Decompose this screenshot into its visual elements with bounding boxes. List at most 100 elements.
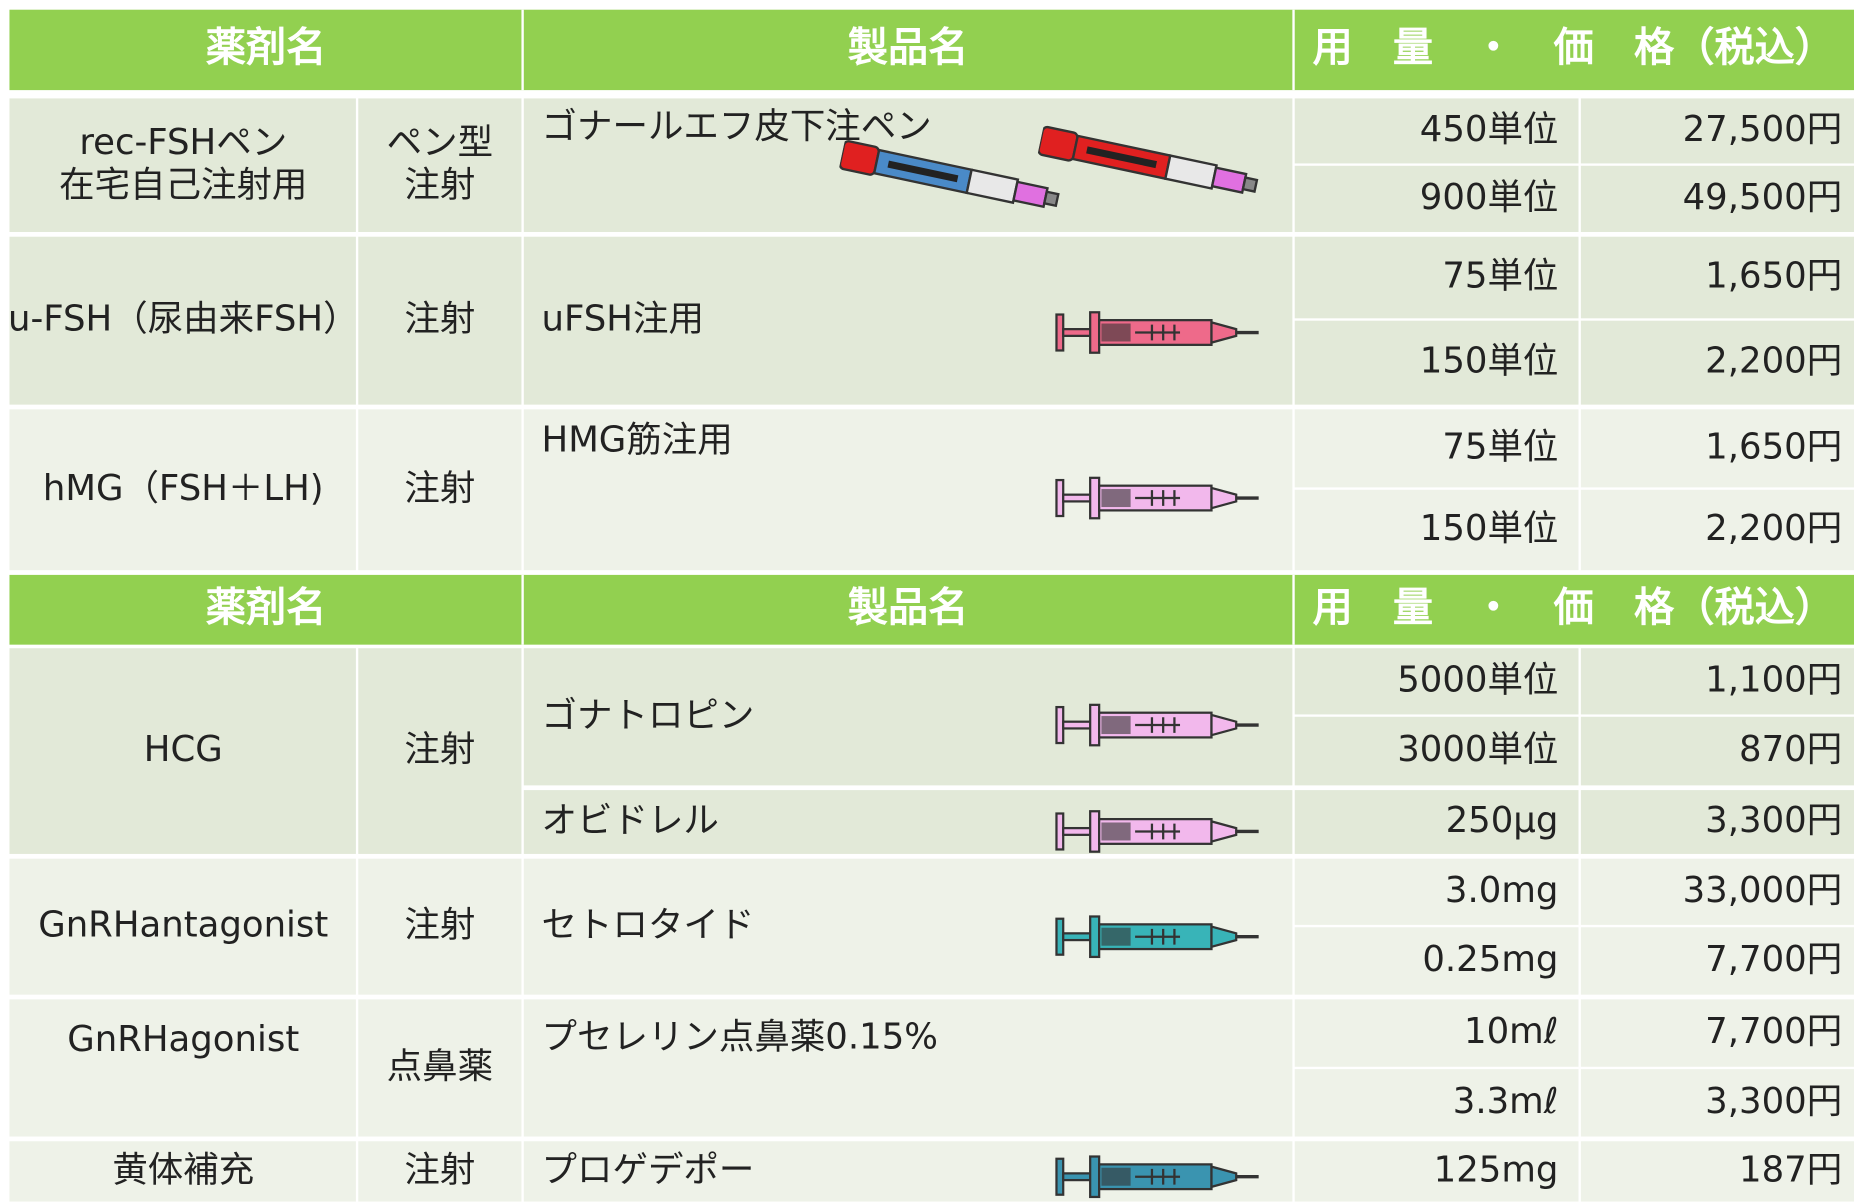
dose-cell	[1294, 409, 1579, 488]
drug-name: u-FSH（尿由来FSH）	[8, 299, 359, 340]
price-cell	[1580, 165, 1854, 233]
type-cell	[358, 98, 522, 233]
drug-cell	[9, 648, 356, 854]
drug-name: HCG	[144, 729, 223, 770]
header-cell: 製品名	[848, 25, 969, 71]
price-cell	[1580, 648, 1854, 715]
drug-name: hMG（FSH＋LH)	[43, 468, 324, 509]
dose: 5000単位	[1397, 659, 1558, 700]
type-cell	[358, 1141, 522, 1202]
drug-cell	[9, 1141, 356, 1202]
header-cell: 用 量 ・ 価 格（税込）	[1313, 585, 1835, 631]
dose-cell	[1294, 1141, 1579, 1202]
drug-name: rec-FSHペン	[79, 122, 287, 163]
dose-cell	[1294, 648, 1579, 715]
price: 1,650円	[1705, 256, 1842, 297]
drug-cell	[9, 409, 356, 571]
product-name: ゴナールエフ皮下注ペン	[542, 106, 932, 147]
price: 27,500円	[1683, 109, 1843, 150]
dose: 75単位	[1442, 256, 1558, 297]
drug-name: GnRHagonist	[67, 1019, 299, 1060]
dose-cell	[1294, 98, 1579, 164]
dose-cell	[1294, 489, 1579, 571]
price-cell	[1580, 236, 1854, 319]
price: 1,100円	[1705, 659, 1842, 700]
dose-cell	[1294, 1069, 1579, 1137]
product-name: HMG筋注用	[542, 419, 733, 460]
dose: 75単位	[1442, 426, 1558, 467]
header-bg	[9, 9, 1854, 91]
price-cell	[1580, 320, 1854, 405]
price: 2,200円	[1705, 508, 1842, 549]
drug-type: 注射	[404, 905, 475, 946]
price: 2,200円	[1705, 341, 1842, 382]
dose-cell	[1294, 320, 1579, 405]
dose-cell	[1294, 999, 1579, 1067]
dose: 3.0mg	[1445, 870, 1558, 911]
drug-cell	[9, 236, 356, 405]
price: 49,500円	[1683, 177, 1843, 218]
drug-name: GnRHantagonist	[38, 905, 328, 946]
product-name: プセレリン点鼻薬0.15%	[542, 1016, 938, 1057]
type-cell	[358, 858, 522, 995]
drug-cell	[9, 98, 356, 233]
price: 1,650円	[1705, 426, 1842, 467]
price-cell	[1580, 790, 1854, 854]
price: 3,300円	[1705, 1081, 1842, 1122]
price-cell	[1580, 98, 1854, 164]
dose: 150単位	[1420, 508, 1559, 549]
product-name: uFSH注用	[542, 299, 704, 340]
table-cells: 薬剤名 製品名用 量 ・ 価 格（税込）450単位 27,500円900単位 49,5…	[8, 9, 1854, 1202]
dose-cell	[1294, 927, 1579, 995]
drug-type: 注射	[404, 299, 475, 340]
drug-type: 点鼻薬	[387, 1046, 493, 1087]
price-cell	[1580, 1069, 1854, 1137]
dose: 10mℓ	[1464, 1011, 1558, 1052]
dose: 3.3mℓ	[1453, 1081, 1559, 1122]
drug-cell	[9, 999, 356, 1137]
dose-cell	[1294, 858, 1579, 925]
drug-type: 注射	[404, 729, 475, 770]
drug-type: 注射	[404, 1149, 475, 1190]
type-cell	[358, 999, 522, 1137]
price-cell	[1580, 489, 1854, 571]
drug-name: 在宅自己注射用	[59, 164, 307, 205]
drug-type: 注射	[404, 164, 475, 205]
dose-cell	[1294, 716, 1579, 786]
dose: 450単位	[1420, 109, 1559, 150]
price-cell	[1580, 716, 1854, 786]
price: 3,300円	[1705, 800, 1842, 841]
dose-cell	[1294, 790, 1579, 854]
dose: 250μg	[1446, 800, 1559, 841]
type-cell	[358, 409, 522, 571]
product-cell	[523, 999, 1293, 1137]
drug-cell	[9, 858, 356, 995]
product-name: プロゲデポー	[542, 1149, 755, 1190]
product-name: ゴナトロピン	[542, 695, 755, 736]
header-cell: 薬剤名	[206, 25, 327, 71]
price-cell	[1580, 999, 1854, 1067]
drug-name: 黄体補充	[112, 1149, 254, 1190]
price: 33,000円	[1683, 870, 1843, 911]
header-cell: 薬剤名	[206, 585, 327, 631]
header-bg	[9, 574, 1854, 645]
dose: 3000単位	[1397, 729, 1558, 770]
dose: 900単位	[1420, 177, 1559, 218]
header-cell: 製品名	[848, 585, 969, 631]
price: 187円	[1739, 1149, 1842, 1190]
dose: 125mg	[1434, 1149, 1559, 1190]
price-cell	[1580, 409, 1854, 488]
type-cell	[358, 648, 522, 854]
dose: 150単位	[1420, 341, 1559, 382]
price-cell	[1580, 1141, 1854, 1202]
header-cell: 用 量 ・ 価 格（税込）	[1313, 25, 1835, 71]
price: 7,700円	[1705, 939, 1842, 980]
dose: 0.25mg	[1422, 939, 1558, 980]
price: 870円	[1739, 729, 1842, 770]
drug-type: 注射	[404, 468, 475, 509]
dose-cell	[1294, 165, 1579, 233]
product-name: オビドレル	[542, 800, 719, 841]
dose-cell	[1294, 236, 1579, 319]
price: 7,700円	[1705, 1011, 1842, 1052]
